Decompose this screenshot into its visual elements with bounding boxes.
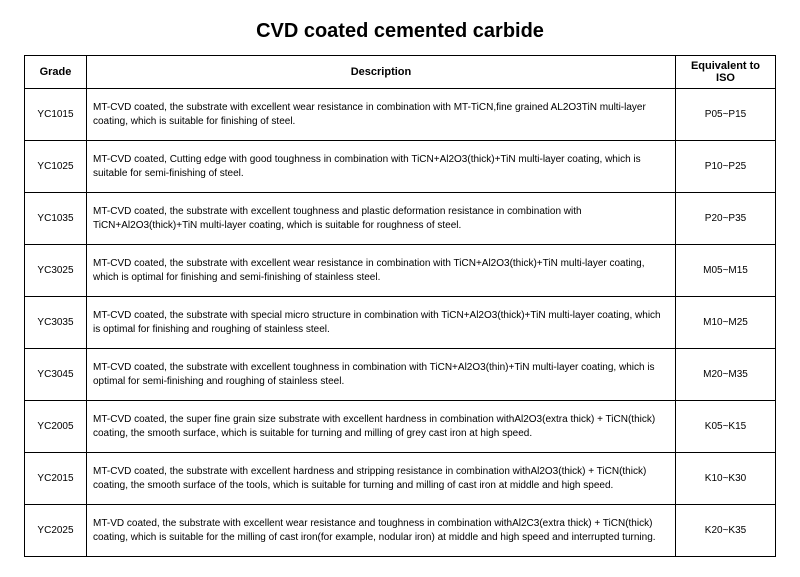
table-row: YC2005MT-CVD coated, the super fine grai… — [25, 401, 776, 453]
grade-cell: YC3025 — [25, 245, 87, 297]
description-cell: MT-CVD coated, the substrate with excell… — [87, 89, 676, 141]
grade-cell: YC3045 — [25, 349, 87, 401]
table-row: YC1025MT-CVD coated, Cutting edge with g… — [25, 141, 776, 193]
grade-cell: YC1015 — [25, 89, 87, 141]
description-cell: MT-CVD coated, the substrate with specia… — [87, 297, 676, 349]
table-row: YC2025MT-VD coated, the substrate with e… — [25, 505, 776, 557]
table-row: YC3045MT-CVD coated, the substrate with … — [25, 349, 776, 401]
iso-cell: M20~M35 — [676, 349, 776, 401]
grade-cell: YC2005 — [25, 401, 87, 453]
description-cell: MT-CVD coated, the substrate with excell… — [87, 349, 676, 401]
col-header-description: Description — [87, 56, 676, 89]
iso-cell: P20~P35 — [676, 193, 776, 245]
iso-cell: K05~K15 — [676, 401, 776, 453]
table-row: YC1035MT-CVD coated, the substrate with … — [25, 193, 776, 245]
table-row: YC3025MT-CVD coated, the substrate with … — [25, 245, 776, 297]
table-row: YC3035MT-CVD coated, the substrate with … — [25, 297, 776, 349]
iso-cell: P10~P25 — [676, 141, 776, 193]
grade-cell: YC2015 — [25, 453, 87, 505]
iso-cell: K20~K35 — [676, 505, 776, 557]
iso-cell: M10~M25 — [676, 297, 776, 349]
table-header-row: Grade Description Equivalent to ISO — [25, 56, 776, 89]
carbide-table: Grade Description Equivalent to ISO YC10… — [24, 55, 776, 557]
description-cell: MT-CVD coated, the substrate with excell… — [87, 245, 676, 297]
page-title: CVD coated cemented carbide — [24, 20, 776, 43]
grade-cell: YC3035 — [25, 297, 87, 349]
table-row: YC1015MT-CVD coated, the substrate with … — [25, 89, 776, 141]
iso-cell: P05~P15 — [676, 89, 776, 141]
iso-cell: K10~K30 — [676, 453, 776, 505]
grade-cell: YC1035 — [25, 193, 87, 245]
grade-cell: YC2025 — [25, 505, 87, 557]
description-cell: MT-CVD coated, the substrate with excell… — [87, 453, 676, 505]
grade-cell: YC1025 — [25, 141, 87, 193]
iso-cell: M05~M15 — [676, 245, 776, 297]
col-header-iso: Equivalent to ISO — [676, 56, 776, 89]
table-row: YC2015MT-CVD coated, the substrate with … — [25, 453, 776, 505]
description-cell: MT-CVD coated, the super fine grain size… — [87, 401, 676, 453]
description-cell: MT-CVD coated, the substrate with excell… — [87, 193, 676, 245]
description-cell: MT-VD coated, the substrate with excelle… — [87, 505, 676, 557]
description-cell: MT-CVD coated, Cutting edge with good to… — [87, 141, 676, 193]
col-header-grade: Grade — [25, 56, 87, 89]
